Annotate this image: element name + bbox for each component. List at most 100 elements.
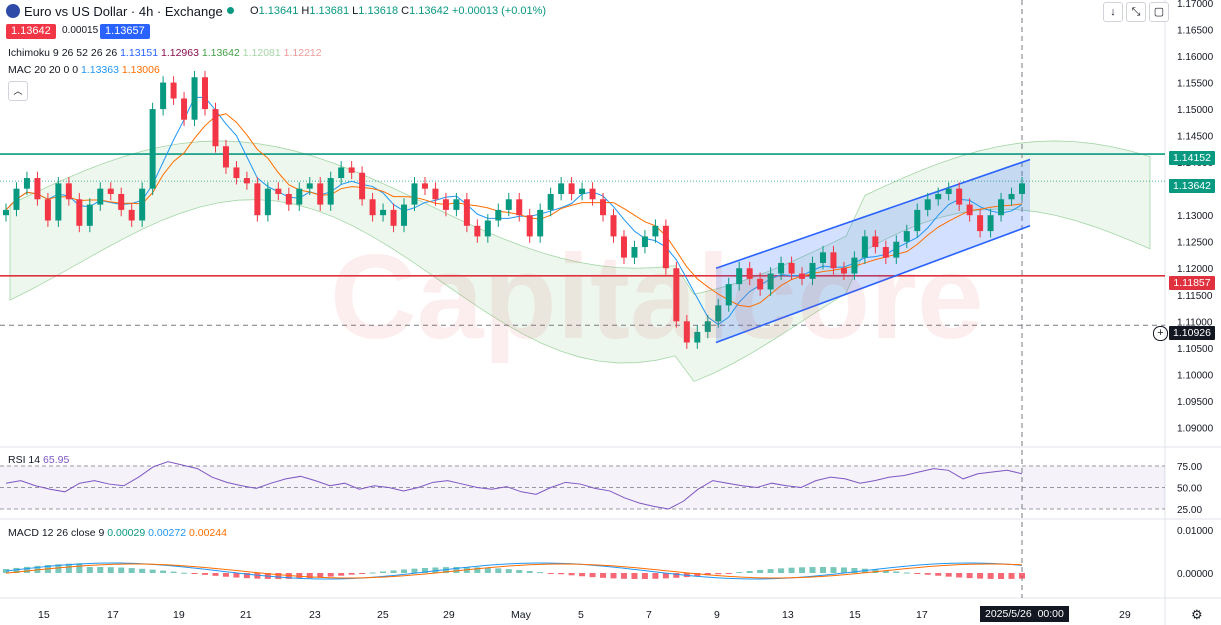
x-axis-tick-label: May	[511, 609, 532, 621]
macd-histogram-bar	[799, 567, 806, 573]
candle-body	[13, 188, 20, 210]
macd-histogram-bar	[652, 573, 659, 579]
candle-body	[998, 199, 1005, 216]
x-axis-tick-label: 29	[1119, 609, 1131, 621]
candle-body	[547, 193, 554, 210]
x-axis-tick-label: 15	[849, 609, 861, 621]
macd-histogram-bar	[191, 573, 198, 574]
ichimoku-legend[interactable]: Ichimoku 9 26 52 26 26 1.13151 1.12963 1…	[8, 47, 322, 59]
macd-histogram-bar	[568, 573, 575, 576]
candle-body	[453, 199, 460, 210]
macd-histogram-bar	[65, 563, 72, 573]
candle-body	[694, 331, 701, 343]
candle-body	[243, 178, 250, 184]
euro-flag-icon	[6, 4, 20, 18]
macd-histogram-bar	[757, 569, 764, 573]
macd-histogram-bar	[369, 572, 376, 574]
x-axis-tick-label: 15	[38, 609, 50, 621]
settings-icon[interactable]: ⚙	[1191, 607, 1203, 622]
macd-tick-label: 0.01000	[1177, 526, 1214, 537]
candle-body	[620, 236, 627, 258]
candle-body	[840, 268, 847, 274]
symbol-title[interactable]: Euro vs US Dollar · 4h · Exchange	[24, 4, 223, 19]
macd-histogram-bar	[924, 573, 931, 575]
candle-body	[882, 247, 889, 258]
market-status-icon	[227, 7, 234, 14]
sell-price-button[interactable]: 1.13642	[6, 24, 56, 39]
rsi-legend[interactable]: RSI 14 65.95	[8, 454, 70, 466]
macd-histogram-bar	[338, 573, 345, 576]
arrow-down-icon: ↓	[1110, 6, 1116, 18]
candle-body	[76, 199, 83, 226]
macd-histogram-bar	[600, 573, 607, 578]
macd-legend[interactable]: MACD 12 26 close 9 0.00029 0.00272 0.002…	[8, 527, 227, 539]
macd-histogram-bar	[76, 563, 83, 573]
y-axis-tick-label: 1.09500	[1177, 397, 1214, 408]
x-axis-tick-label: 17	[107, 609, 119, 621]
macd-histogram-bar	[935, 573, 942, 576]
arrow-down-button[interactable]: ↓	[1103, 2, 1123, 22]
macd-histogram-bar	[327, 573, 334, 577]
candle-body	[956, 188, 963, 205]
macd-line	[5, 562, 1023, 580]
y-axis-tick-label: 1.16000	[1177, 52, 1214, 63]
candle-body	[589, 188, 596, 200]
macd-histogram-bar	[296, 573, 303, 579]
macd-histogram-bar	[851, 568, 858, 573]
candle-body	[673, 268, 680, 322]
collapse-button[interactable]: ⤡	[1126, 2, 1146, 22]
candle-body	[296, 188, 303, 205]
macd-histogram-bar	[149, 569, 156, 573]
macd-histogram-bar	[128, 568, 135, 573]
fullscreen-button[interactable]: ▢	[1149, 2, 1169, 22]
candle-body	[683, 321, 690, 343]
macd-histogram-bar	[537, 572, 544, 574]
macd-histogram-bar	[275, 573, 282, 579]
candle-body	[537, 209, 544, 237]
macd-histogram-bar	[390, 570, 397, 573]
candle-body	[359, 172, 366, 200]
candle-body	[97, 188, 104, 205]
macd-histogram-bar	[55, 564, 62, 573]
watermark-text: Capitalcore	[330, 230, 984, 364]
candle-body	[170, 82, 177, 99]
mac-legend[interactable]: MAC 20 20 0 0 1.13363 1.13006	[8, 64, 160, 76]
macd-histogram-bar	[694, 573, 701, 577]
macd-histogram-bar	[589, 573, 596, 578]
rsi-tick-label: 50.00	[1177, 484, 1202, 495]
x-axis-tick-label: 29	[443, 609, 455, 621]
macd-histogram-bar	[893, 571, 900, 573]
macd-histogram-bar	[704, 573, 711, 576]
y-axis-tick-label: 1.12000	[1177, 264, 1214, 275]
candle-body	[160, 82, 167, 110]
macd-histogram-bar	[411, 568, 418, 573]
candle-body	[757, 278, 764, 290]
collapse-icon: ⤡	[1131, 6, 1141, 18]
macd-histogram-bar	[23, 566, 30, 573]
candle-body	[275, 188, 282, 194]
candle-body	[579, 188, 586, 194]
candle-body	[872, 236, 879, 248]
collapse-legend-button[interactable]: ︿	[8, 81, 28, 101]
rsi-tick-label: 25.00	[1177, 505, 1202, 516]
candle-body	[893, 241, 900, 258]
macd-histogram-bar	[746, 570, 753, 573]
macd-histogram-bar	[1019, 573, 1025, 579]
candle-body	[1008, 193, 1015, 200]
macd-histogram-bar	[432, 567, 439, 573]
candle-body	[401, 204, 408, 226]
macd-histogram-bar	[945, 573, 952, 577]
candle-body	[819, 252, 826, 263]
candle-body	[254, 183, 261, 216]
y-axis-tick-label: 1.10000	[1177, 370, 1214, 381]
y-axis-tick-label: 1.10500	[1177, 344, 1214, 355]
candle-body	[799, 273, 806, 279]
ichimoku-cloud	[9, 140, 1151, 382]
add-alert-icon[interactable]: +	[1153, 326, 1168, 341]
candle-body	[421, 183, 428, 189]
buy-price-button[interactable]: 1.13657	[100, 24, 150, 39]
candle-body	[86, 204, 93, 226]
candle-body	[924, 199, 931, 210]
macd-histogram-bar	[181, 572, 188, 574]
